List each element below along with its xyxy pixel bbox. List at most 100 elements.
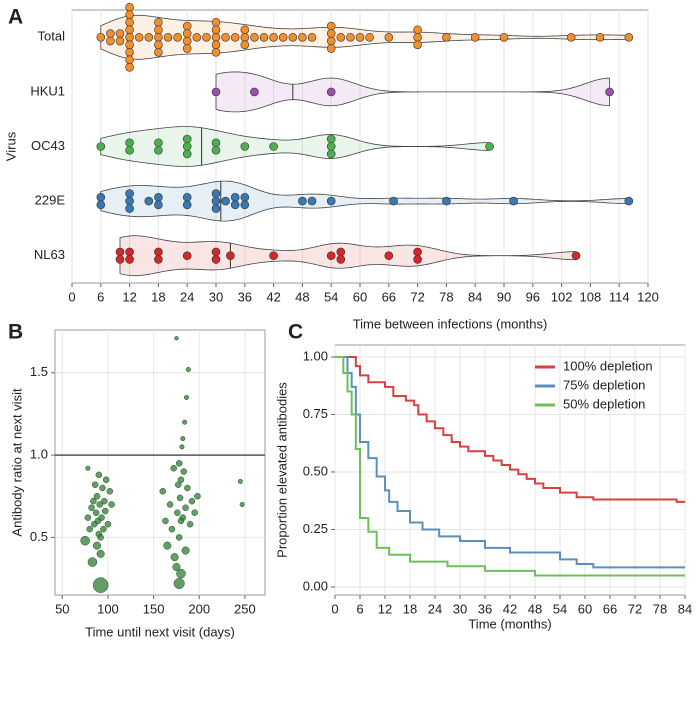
point [240, 32, 250, 42]
x-tick-label: 72 [628, 601, 642, 616]
x-tick-label: 90 [497, 289, 511, 304]
point [134, 32, 144, 42]
point [125, 32, 134, 42]
point [413, 25, 422, 35]
point [326, 21, 336, 31]
point [605, 87, 614, 97]
point [115, 247, 125, 257]
point [499, 32, 509, 42]
y-axis-title: Proportion elevated antibodies [274, 382, 289, 558]
point [509, 196, 518, 206]
point [442, 196, 451, 206]
point [211, 247, 221, 257]
x-tick-label: 250 [234, 601, 256, 616]
x-tick-label: 24 [180, 289, 194, 304]
y-tick-label: Total [38, 29, 66, 44]
point [182, 504, 189, 512]
point [125, 145, 134, 155]
point [184, 484, 191, 492]
point [144, 196, 154, 206]
y-axis-title: Antibody ratio at next visit [9, 388, 24, 537]
point [96, 32, 106, 42]
point [93, 492, 101, 500]
x-tick-label: 48 [295, 289, 309, 304]
point [144, 32, 154, 42]
point [183, 394, 189, 400]
x-tick-label: 84 [468, 289, 482, 304]
x-tick-label: 36 [478, 601, 492, 616]
point [182, 419, 188, 425]
point [211, 145, 221, 155]
point [182, 29, 192, 38]
point [413, 247, 422, 257]
point [125, 138, 134, 148]
point [125, 255, 134, 264]
point [106, 36, 115, 46]
point [154, 32, 163, 42]
point [278, 32, 288, 42]
point [250, 32, 259, 42]
panel-label: C [288, 321, 303, 344]
x-tick-label: 200 [188, 601, 210, 616]
point [442, 32, 451, 42]
point [346, 32, 355, 42]
point [125, 247, 134, 257]
point [96, 200, 106, 210]
point [384, 251, 394, 260]
x-axis-title: Time until next visit (days) [85, 624, 235, 639]
y-tick-label: 1.5 [30, 364, 48, 379]
point [96, 549, 105, 558]
point [96, 193, 106, 202]
x-tick-label: 60 [353, 289, 367, 304]
point [162, 517, 169, 525]
point [230, 32, 240, 42]
x-tick-label: 24 [428, 601, 442, 616]
point [355, 32, 365, 42]
x-tick-label: 78 [653, 601, 667, 616]
point [336, 255, 346, 264]
point [182, 36, 192, 46]
point [226, 251, 235, 260]
point [125, 189, 134, 198]
x-tick-label: 120 [637, 289, 659, 304]
point [125, 40, 134, 50]
point [211, 47, 221, 57]
point [624, 196, 634, 206]
point [87, 557, 98, 567]
point [182, 134, 192, 144]
point [298, 196, 307, 206]
point [154, 145, 163, 155]
point [326, 251, 336, 260]
point [336, 32, 346, 42]
x-axis-title: Time between infections (months) [353, 316, 548, 331]
point [154, 255, 163, 264]
x-tick-label: 0 [331, 601, 338, 616]
point [182, 44, 192, 53]
point [176, 494, 184, 502]
x-tick-label: 30 [209, 289, 223, 304]
legend-label: 50% depletion [563, 396, 645, 411]
point [211, 138, 221, 148]
point [384, 32, 394, 42]
point [240, 25, 250, 35]
point [125, 47, 134, 57]
point [97, 534, 104, 541]
point [159, 488, 166, 495]
point [211, 204, 221, 213]
x-tick-label: 54 [324, 289, 338, 304]
point [326, 29, 336, 38]
point [191, 509, 198, 516]
y-tick-label: 229E [35, 193, 66, 208]
x-tick-label: 12 [378, 601, 392, 616]
point [115, 255, 125, 264]
x-tick-label: 50 [55, 601, 69, 616]
point [192, 32, 202, 42]
point [172, 563, 181, 572]
y-tick-label: 0.25 [303, 521, 328, 536]
point [326, 44, 336, 53]
violin [215, 71, 610, 113]
point [202, 32, 211, 42]
point [154, 247, 163, 257]
x-tick-label: 72 [410, 289, 424, 304]
